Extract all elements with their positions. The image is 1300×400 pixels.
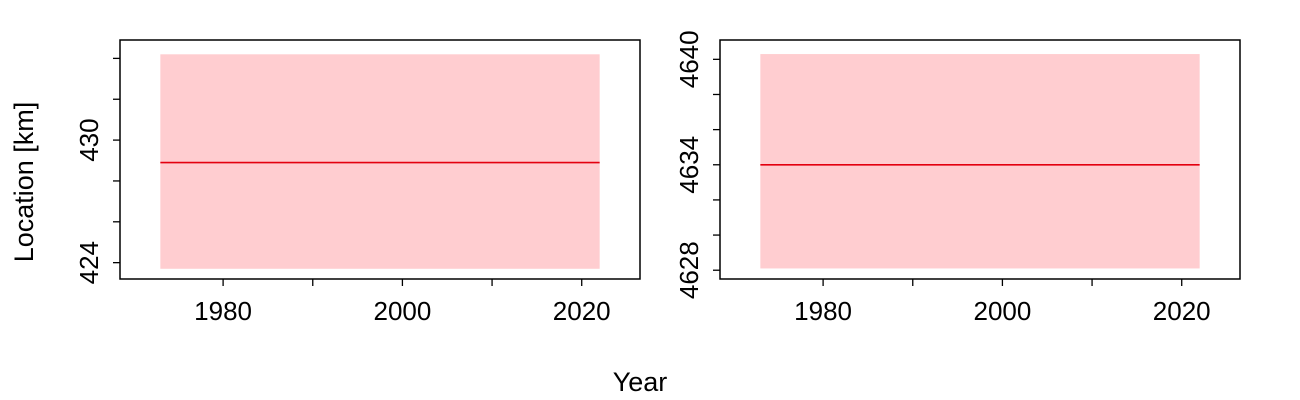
y-tick-label: 4640 <box>674 30 704 88</box>
x-tick-label: 1980 <box>794 296 852 326</box>
plot-frame <box>119 39 641 280</box>
y-tick-label: 4628 <box>674 241 704 299</box>
panel-right: 1980 2000 2020 4628 4634 4640 <box>674 30 1241 326</box>
plot-frame <box>719 39 1241 280</box>
x-tick-label: 2020 <box>1153 296 1211 326</box>
y-tick-label: 424 <box>74 241 104 284</box>
y-axis-title: Location [km] <box>9 102 39 263</box>
y-tick-label: 430 <box>74 118 104 161</box>
confidence-band <box>760 54 1200 269</box>
x-tick-label: 1980 <box>194 296 252 326</box>
y-tick-label: 4634 <box>674 136 704 194</box>
confidence-band <box>160 54 600 269</box>
x-tick-label: 2020 <box>553 296 611 326</box>
x-tick-label: 2000 <box>373 296 431 326</box>
panel-left: 1980 2000 2020 424 430 <box>74 39 641 326</box>
x-axis-title: Year <box>613 367 668 397</box>
x-tick-label: 2000 <box>973 296 1031 326</box>
